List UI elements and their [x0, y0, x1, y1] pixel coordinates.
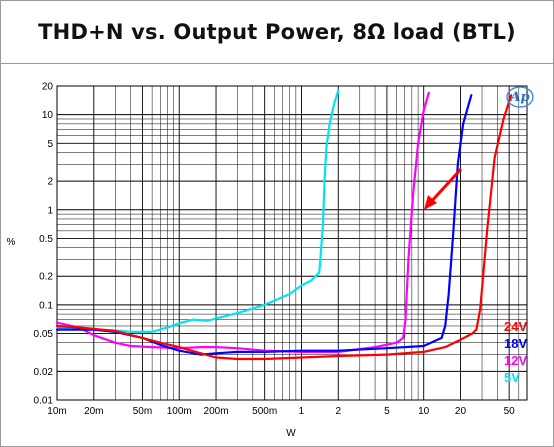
x-tick-label: 5: [384, 406, 390, 417]
y-tick-label: 2: [47, 177, 53, 188]
series-line-18v: [55, 94, 473, 356]
series-line-12v: [55, 91, 430, 353]
x-tick-label: 500m: [252, 406, 277, 417]
legend-entry-18v: 18V: [504, 336, 527, 351]
ap-logo-ring: [506, 86, 534, 108]
y-tick-label: 20: [42, 82, 54, 93]
y-tick-label: 0.1: [39, 300, 53, 311]
series-lines: [55, 89, 513, 361]
y-axis-label: %: [7, 237, 16, 248]
y-tick-label: 10: [42, 110, 54, 121]
tick-labels: 10m 20m 50m 100m 200m 500m 1 2 5 10 20 50 0.01 0.02 0.…: [34, 82, 516, 418]
y-tick-label: 0.5: [39, 234, 53, 245]
annotation-arrow: [424, 167, 463, 210]
y-tick-label: 5: [47, 139, 53, 150]
x-tick-label: 50m: [133, 406, 152, 417]
x-axis-label: W: [286, 428, 296, 439]
series-line-5v: [55, 89, 340, 333]
y-tick-label: 0.05: [34, 329, 54, 340]
ap-logo-mark: Ap: [508, 90, 529, 105]
x-tick-label: 10: [418, 406, 430, 417]
x-tick-label: 200m: [204, 406, 229, 417]
series-line-24v: [55, 94, 513, 361]
legend-entry-12v: 12V: [504, 353, 527, 368]
legend: 24V 18V 12V 5V: [504, 319, 527, 385]
x-tick-label: 50: [504, 406, 516, 417]
plot-border: [56, 85, 528, 401]
x-tick-label: 10m: [47, 406, 66, 417]
x-tick-label: 20m: [84, 406, 103, 417]
chart-title: THD+N vs. Output Power, 8Ω load (BTL): [38, 20, 516, 44]
x-tick-label: 1: [299, 406, 305, 417]
y-tick-label: 0.02: [34, 367, 54, 378]
y-tick-label: 0.2: [39, 272, 53, 283]
x-tick-label: 2: [335, 406, 341, 417]
y-tick-label: 0.01: [34, 396, 54, 407]
x-tick-label: 100m: [167, 406, 192, 417]
title-bar: THD+N vs. Output Power, 8Ω load (BTL): [1, 1, 553, 64]
grid: [56, 85, 528, 401]
legend-entry-24v: 24V: [504, 319, 527, 334]
y-tick-label: 1: [47, 205, 53, 216]
ap-logo: Ap: [506, 86, 534, 108]
x-tick-label: 20: [455, 406, 467, 417]
legend-entry-5v: 5V: [504, 370, 520, 385]
